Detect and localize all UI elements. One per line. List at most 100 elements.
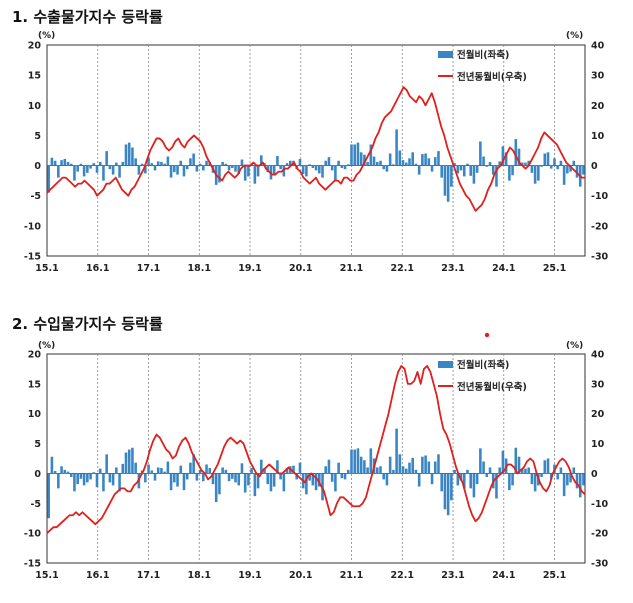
bar: [334, 473, 337, 492]
bar: [73, 473, 76, 492]
bar: [520, 162, 524, 166]
bar: [227, 473, 231, 482]
x-tick-label: 25.1: [543, 263, 566, 274]
bar: [195, 165, 199, 172]
bar: [266, 473, 270, 485]
left-tick-label: -15: [24, 252, 41, 263]
bar: [57, 473, 60, 489]
left-tick-label: 15: [28, 71, 41, 82]
x-tick-label: 22.1: [391, 570, 414, 581]
bar: [243, 165, 247, 181]
bar: [124, 144, 128, 166]
left-axis-unit: (%): [38, 31, 55, 41]
right-tick-label: 30: [591, 71, 605, 82]
bar: [234, 165, 237, 172]
bar: [388, 153, 392, 166]
bar: [517, 148, 521, 166]
bar: [305, 473, 308, 495]
bar: [321, 165, 324, 178]
bar: [363, 154, 366, 166]
bar: [308, 164, 311, 166]
x-tick-label: 19.1: [238, 570, 261, 581]
bar: [566, 473, 569, 486]
bar: [350, 449, 353, 474]
bar: [343, 473, 347, 480]
bar: [369, 448, 373, 474]
bar: [231, 165, 234, 168]
bar: [369, 144, 373, 166]
bar: [53, 471, 57, 474]
bar: [424, 455, 427, 474]
bar: [205, 160, 208, 166]
bar: [47, 165, 50, 193]
bar: [150, 163, 154, 166]
bar: [60, 160, 63, 166]
bar: [247, 473, 250, 486]
bar: [417, 165, 421, 175]
bar: [395, 428, 398, 474]
bar: [140, 163, 144, 166]
bar: [514, 139, 518, 166]
bar: [147, 464, 150, 474]
bar: [372, 156, 376, 166]
bar: [524, 468, 527, 474]
bar: [324, 466, 328, 474]
bar: [543, 460, 547, 474]
x-tick-label: 16.1: [86, 570, 109, 581]
yoy-line: [46, 365, 586, 534]
bar: [472, 473, 476, 498]
bar: [150, 470, 154, 474]
bar: [562, 473, 566, 497]
x-tick-label: 20.1: [289, 570, 312, 581]
bar: [404, 162, 408, 166]
legend: 전월비(좌축) 전년동월비(우축): [438, 359, 527, 393]
bar: [530, 165, 534, 173]
bar: [504, 152, 508, 166]
bar: [237, 165, 241, 175]
x-tick-label: 16.1: [86, 263, 109, 274]
bar: [134, 462, 137, 474]
bar: [382, 473, 386, 480]
bar: [411, 457, 414, 474]
bar: [392, 164, 395, 166]
bar: [282, 165, 286, 177]
bar: [462, 165, 466, 177]
bar: [276, 460, 279, 474]
bar: [488, 467, 492, 474]
bar: [111, 473, 115, 486]
bar: [86, 165, 89, 173]
x-tick-label: 17.1: [137, 570, 160, 581]
bar: [179, 465, 183, 474]
bar: [488, 161, 492, 166]
bar: [366, 467, 369, 474]
x-tick-label: 24.1: [492, 263, 515, 274]
bar: [485, 473, 489, 478]
bar: [456, 473, 460, 486]
bar: [546, 152, 550, 166]
bar: [543, 153, 547, 166]
bar: [118, 473, 121, 492]
bar: [298, 158, 302, 166]
bar: [427, 461, 431, 474]
bar: [108, 473, 112, 483]
bar: [343, 165, 347, 170]
bar: [263, 468, 266, 474]
bar: [340, 473, 344, 479]
bar: [540, 165, 543, 167]
bar: [269, 473, 273, 492]
chart-2: 2. 수입물가지수 등락률(%) (%)20151050-5-10-1540302…: [12, 315, 609, 581]
bar: [459, 165, 463, 171]
bar: [472, 165, 476, 184]
bar: [572, 160, 576, 166]
legend-label: 전년동월비(우축): [457, 381, 527, 393]
bar: [450, 165, 453, 187]
bar: [327, 459, 331, 474]
bar: [453, 469, 456, 474]
bar: [421, 456, 424, 474]
bar: [575, 473, 579, 489]
x-tick-label: 23.1: [441, 263, 464, 274]
right-axis-unit: (%): [566, 31, 583, 41]
bar: [311, 165, 315, 168]
bar: [173, 473, 176, 483]
legend-label: 전년동월비(우축): [457, 71, 527, 83]
